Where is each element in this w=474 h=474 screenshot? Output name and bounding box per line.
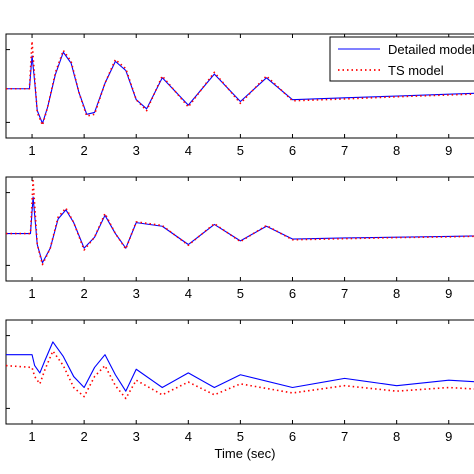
subplot-2: 1 2 3 4 5 6 7 8 9 bbox=[5, 176, 474, 301]
legend-box bbox=[329, 36, 474, 82]
x-tick-label: 2 bbox=[81, 429, 88, 444]
x-tick-label: 4 bbox=[185, 143, 192, 158]
x-tick-label: 7 bbox=[341, 143, 348, 158]
x-tick-label: 3 bbox=[133, 143, 140, 158]
subplot-3: 1 2 3 4 5 6 7 8 9 bbox=[5, 319, 474, 444]
ts-model-line bbox=[6, 40, 474, 127]
x-tick-label: 2 bbox=[81, 286, 88, 301]
x-tick-label: 4 bbox=[185, 429, 192, 444]
x-tick-label: 1 bbox=[28, 429, 35, 444]
legend-label: TS model bbox=[388, 63, 444, 78]
x-tick-label: 5 bbox=[237, 143, 244, 158]
x-tick-label: 6 bbox=[289, 429, 296, 444]
x-tick-label: 1 bbox=[28, 143, 35, 158]
subplot-1: 1 2 3 4 5 6 7 8 9 bbox=[5, 33, 474, 158]
x-tick-label: 1 bbox=[28, 286, 35, 301]
x-tick-label: 3 bbox=[133, 429, 140, 444]
detailed-model-line bbox=[6, 51, 474, 124]
detailed-model-line bbox=[6, 341, 474, 392]
x-axis-label: Time (sec) bbox=[215, 446, 276, 461]
x-tick-label: 7 bbox=[341, 429, 348, 444]
x-tick-label: 9 bbox=[445, 143, 452, 158]
x-tick-label: 9 bbox=[445, 429, 452, 444]
x-tick-label: 3 bbox=[133, 286, 140, 301]
x-tick-label: 6 bbox=[289, 286, 296, 301]
x-tick-label: 5 bbox=[237, 429, 244, 444]
legend: Detailed model TS model bbox=[329, 36, 474, 82]
x-tick-label: 8 bbox=[393, 143, 400, 158]
x-tick-label: 4 bbox=[185, 286, 192, 301]
x-tick-label: 9 bbox=[445, 286, 452, 301]
ts-model-line bbox=[5, 350, 474, 400]
axes-frame bbox=[5, 33, 474, 139]
axes-frame bbox=[5, 176, 474, 282]
axes-frame bbox=[5, 319, 474, 425]
x-tick-label: 6 bbox=[289, 143, 296, 158]
x-tick-label: 2 bbox=[81, 143, 88, 158]
x-tick-label: 8 bbox=[393, 429, 400, 444]
x-tick-label: 5 bbox=[237, 286, 244, 301]
legend-label: Detailed model bbox=[388, 42, 474, 57]
x-tick-label: 7 bbox=[341, 286, 348, 301]
ts-model-line bbox=[6, 179, 474, 266]
x-tick-label: 8 bbox=[393, 286, 400, 301]
